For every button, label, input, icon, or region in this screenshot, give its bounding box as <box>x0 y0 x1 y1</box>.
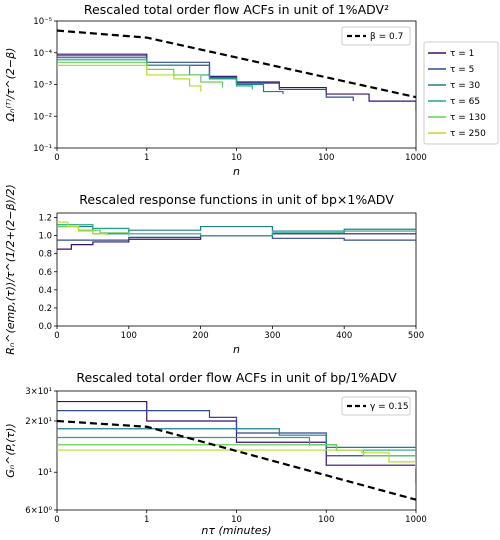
x-tick-label: 1000 <box>405 153 427 163</box>
y-tick-label: 0.2 <box>38 304 52 314</box>
legend-label: τ = 65 <box>450 97 480 107</box>
plot-area <box>57 400 416 501</box>
x-tick-label: 0 <box>54 153 59 163</box>
reference-legend-box <box>341 396 411 416</box>
x-tick-label: 100 <box>121 331 137 341</box>
reference-line <box>57 419 416 501</box>
x-tick-label: 1 <box>144 515 149 525</box>
plot-frame <box>56 212 417 327</box>
y-tick-label: 3×10¹ <box>25 387 52 397</box>
series-line <box>57 444 416 469</box>
reference-legend: β = 0.7 <box>341 26 411 46</box>
y-tick-label: 0.0 <box>38 322 52 332</box>
series-line <box>57 57 284 95</box>
legend-label: τ = 250 <box>450 129 486 139</box>
x-tick-label: 300 <box>264 331 280 341</box>
y-axis-label: Gₙ^(P,(τ)) <box>4 423 17 478</box>
y-tick-label: 10¹ <box>38 468 52 478</box>
series-line <box>57 232 416 250</box>
reference-legend-label: γ = 0.15 <box>370 402 409 412</box>
legend-label: τ = 30 <box>450 81 480 91</box>
y-tick-label: 10⁻¹ <box>33 144 52 154</box>
y-tick-label: 10⁻⁴ <box>33 49 52 59</box>
x-tick-label: 10 <box>231 515 242 525</box>
reference-legend: γ = 0.15 <box>341 396 411 416</box>
reference-legend-label: β = 0.7 <box>370 32 403 42</box>
x-tick-label: 1000 <box>405 515 427 525</box>
y-tick-label: 1.2 <box>38 214 52 224</box>
y-tick-label: 10⁻⁵ <box>33 17 52 27</box>
y-tick-label: 10⁻³ <box>33 81 52 91</box>
y-tick-label: 0.8 <box>38 250 52 260</box>
x-tick-label: 100 <box>318 515 334 525</box>
series-line <box>57 221 108 236</box>
x-tick-label: 1 <box>144 153 149 163</box>
reference-line <box>57 29 416 99</box>
series-line <box>57 400 416 484</box>
series-line <box>57 449 416 467</box>
x-tick-label: 0 <box>54 331 59 341</box>
y-tick-label: 2×10¹ <box>25 417 52 427</box>
x-axis-label: n <box>233 165 240 178</box>
x-tick-label: 0 <box>54 515 59 525</box>
panel-rescaled-acf-bp: Rescaled total order flow ACFs in unit o… <box>4 370 427 537</box>
y-axis-label: Rₙ^(emp,(τ))/τ^(1/2+(2−β)/2) <box>4 184 17 355</box>
legend-label: τ = 5 <box>450 65 474 75</box>
legend-box <box>423 41 499 145</box>
legend-label: τ = 130 <box>450 113 486 123</box>
chart-title: Rescaled total order flow ACFs in unit o… <box>76 370 397 385</box>
y-tick-label: 0.6 <box>38 268 52 278</box>
series-line <box>57 64 202 92</box>
y-tick-label: 0.4 <box>38 286 52 296</box>
panel-response-functions: Rescaled response functions in unit of b… <box>4 184 424 356</box>
x-tick-label: 400 <box>336 331 352 341</box>
x-axis-label: nτ (minutes) <box>201 524 271 537</box>
x-tick-label: 10 <box>231 153 242 163</box>
series-line <box>57 235 416 245</box>
panel-order-flow-acf: Rescaled total order flow ACFs in unit o… <box>4 2 499 178</box>
x-axis-label: n <box>233 343 240 356</box>
x-tick-label: 100 <box>318 153 334 163</box>
chart-title: Rescaled response functions in unit of b… <box>79 192 394 207</box>
y-tick-label: 6×10⁰ <box>25 506 52 516</box>
x-tick-label: 500 <box>408 331 424 341</box>
legend: τ = 1 τ = 5 τ = 30 τ = 65 τ = 130 τ = 250 <box>423 41 499 145</box>
y-tick-label: 1.0 <box>38 232 52 242</box>
chart-title: Rescaled total order flow ACFs in unit o… <box>84 2 389 17</box>
plot-area <box>57 221 416 250</box>
series-line <box>57 61 224 88</box>
y-tick-label: 10⁻² <box>33 112 52 122</box>
series-line <box>57 428 416 473</box>
x-tick-label: 200 <box>192 331 208 341</box>
reference-legend-box <box>341 26 411 46</box>
legend-label: τ = 1 <box>450 49 474 59</box>
y-axis-label: Ωₙ⁽ᵀ⁾/τ^(2−β) <box>4 48 17 123</box>
series-line <box>57 224 416 237</box>
plot-area <box>57 29 416 111</box>
